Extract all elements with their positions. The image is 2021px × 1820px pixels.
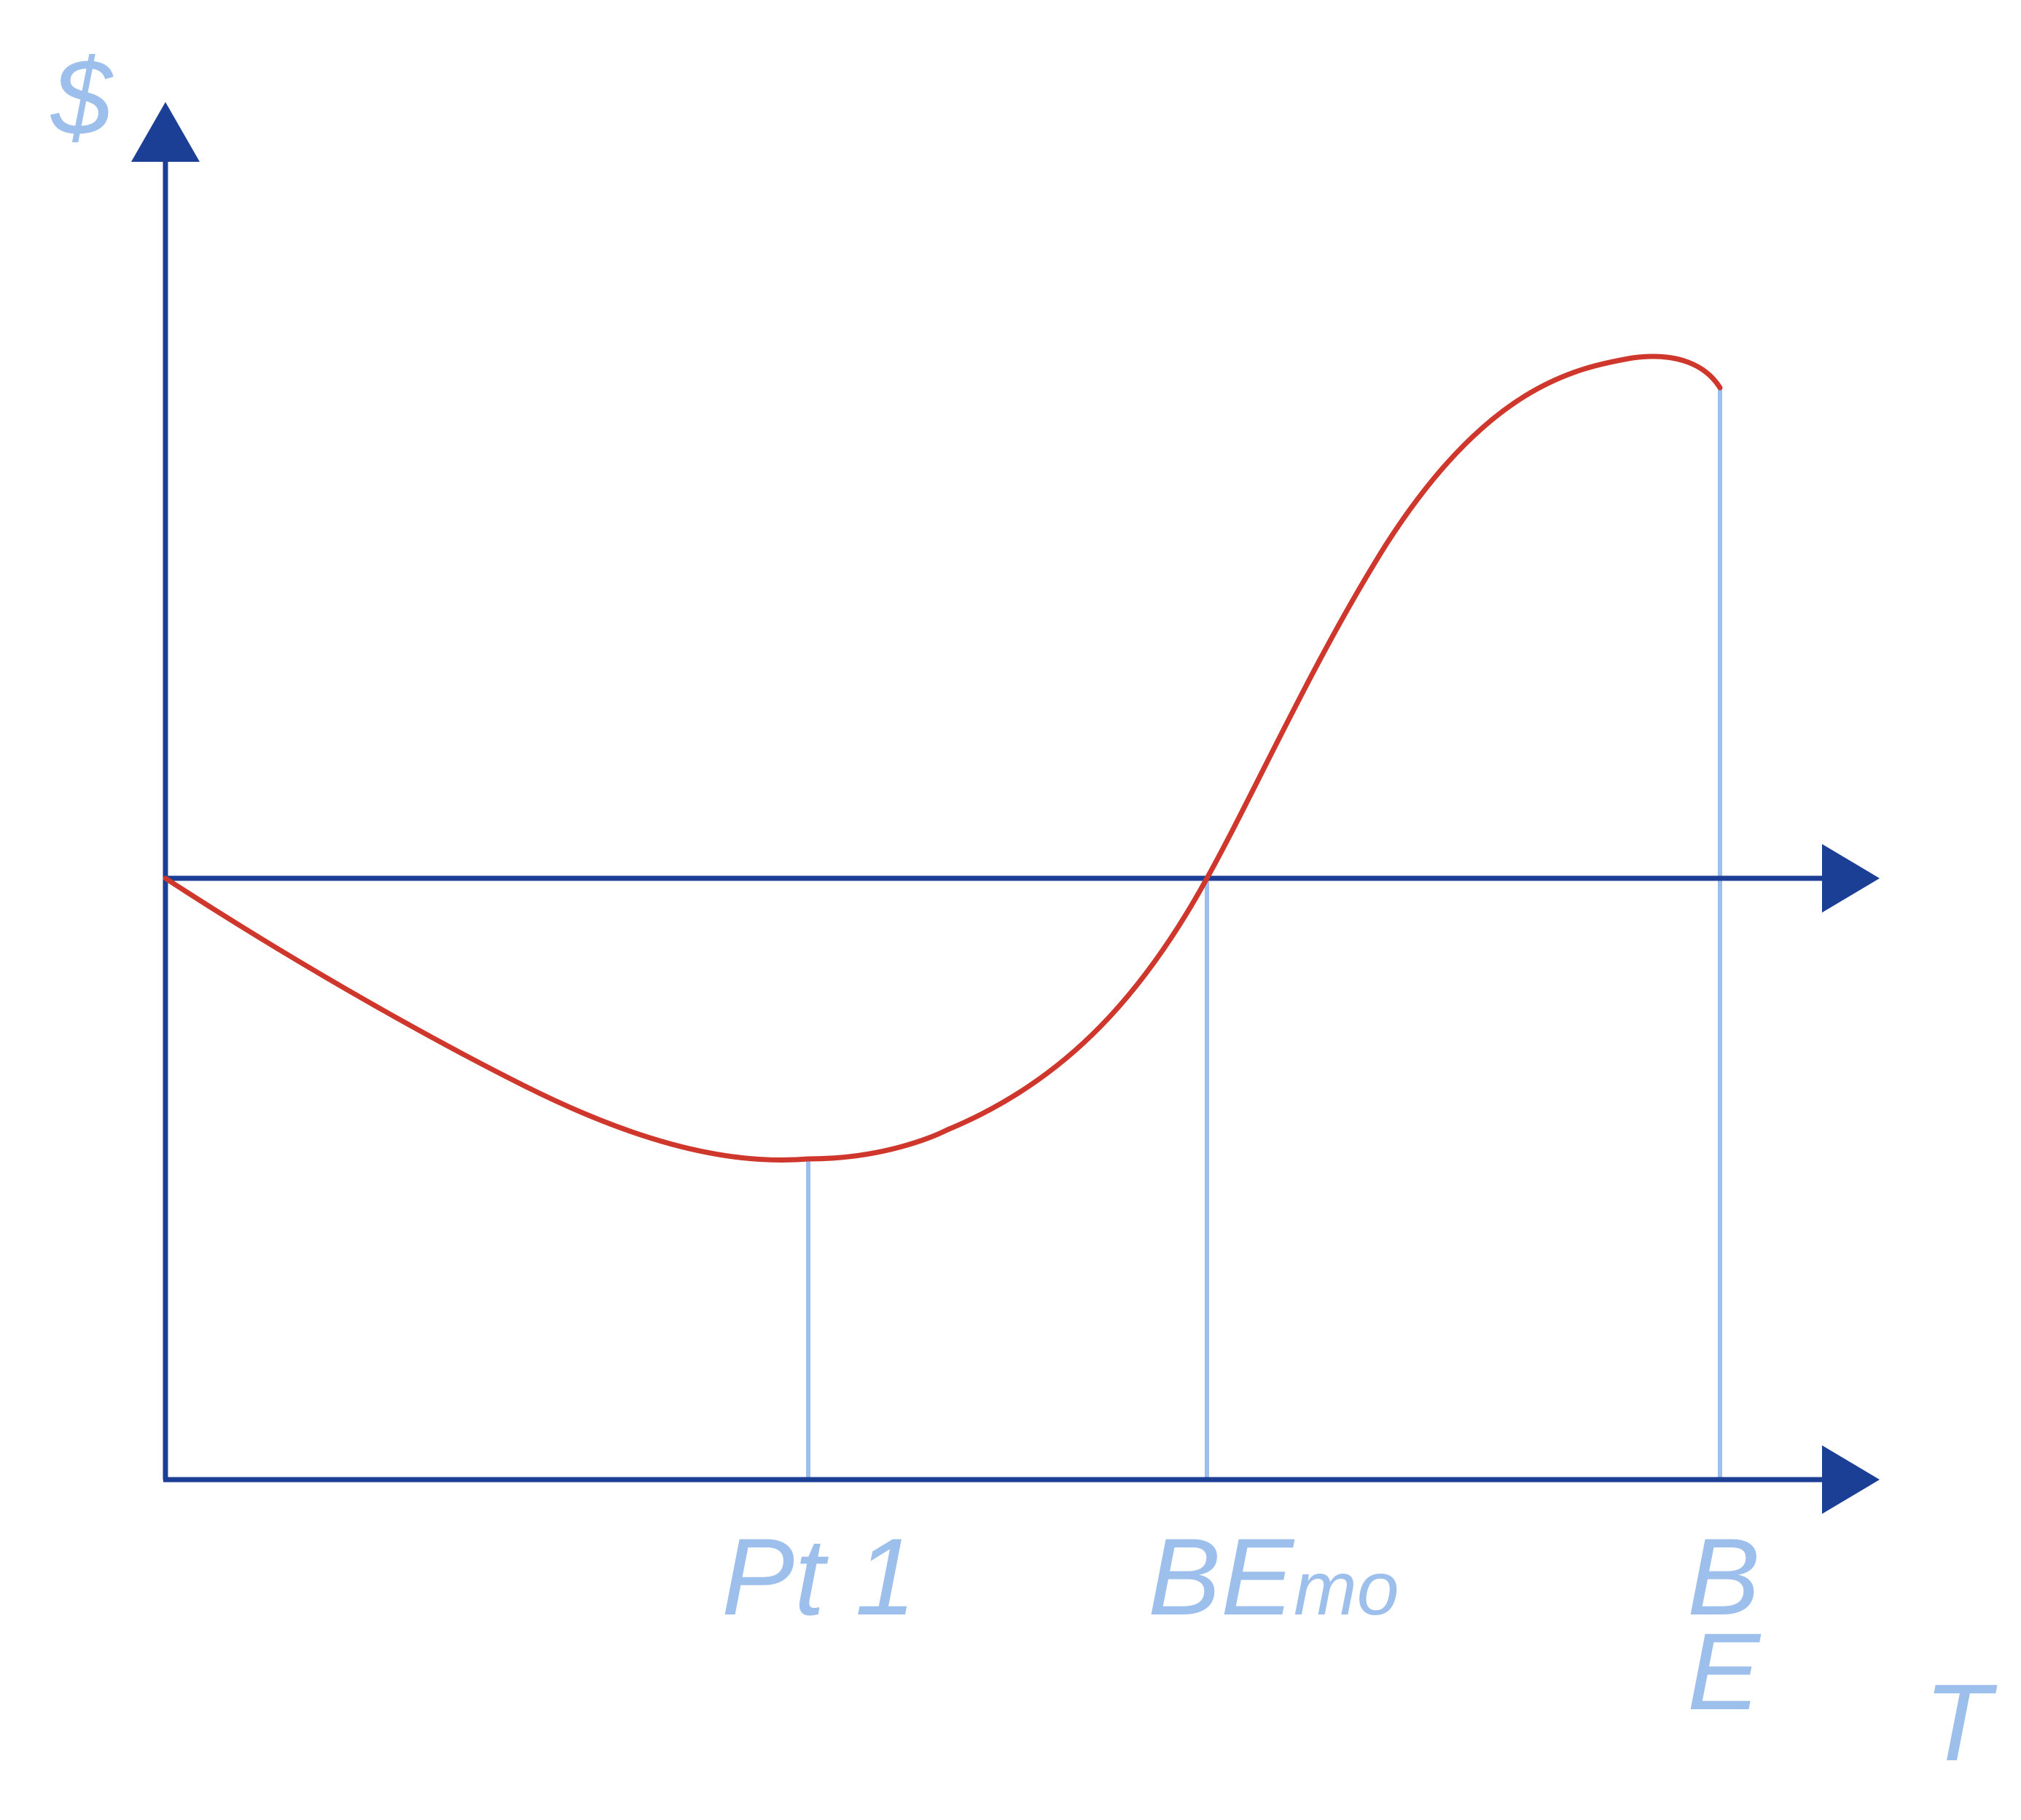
cumulative-cash-curve [163,354,1723,1163]
be-label-line1: B [1687,1515,1760,1638]
bemo-label-main: BE [1148,1515,1295,1638]
x-axis-label: T [1924,1661,1998,1784]
pt1-label: Pt 1 [722,1515,916,1638]
be-label-line2: E [1687,1610,1762,1733]
x-axis-bottom-arrowhead [1822,1445,1880,1514]
y-axis-arrowhead [131,102,200,162]
zero-line-arrowhead [1822,844,1880,913]
y-axis-label: $ [50,36,114,158]
bemo-label: BEmo [1148,1515,1399,1638]
bemo-label-subscript: mo [1294,1547,1399,1631]
